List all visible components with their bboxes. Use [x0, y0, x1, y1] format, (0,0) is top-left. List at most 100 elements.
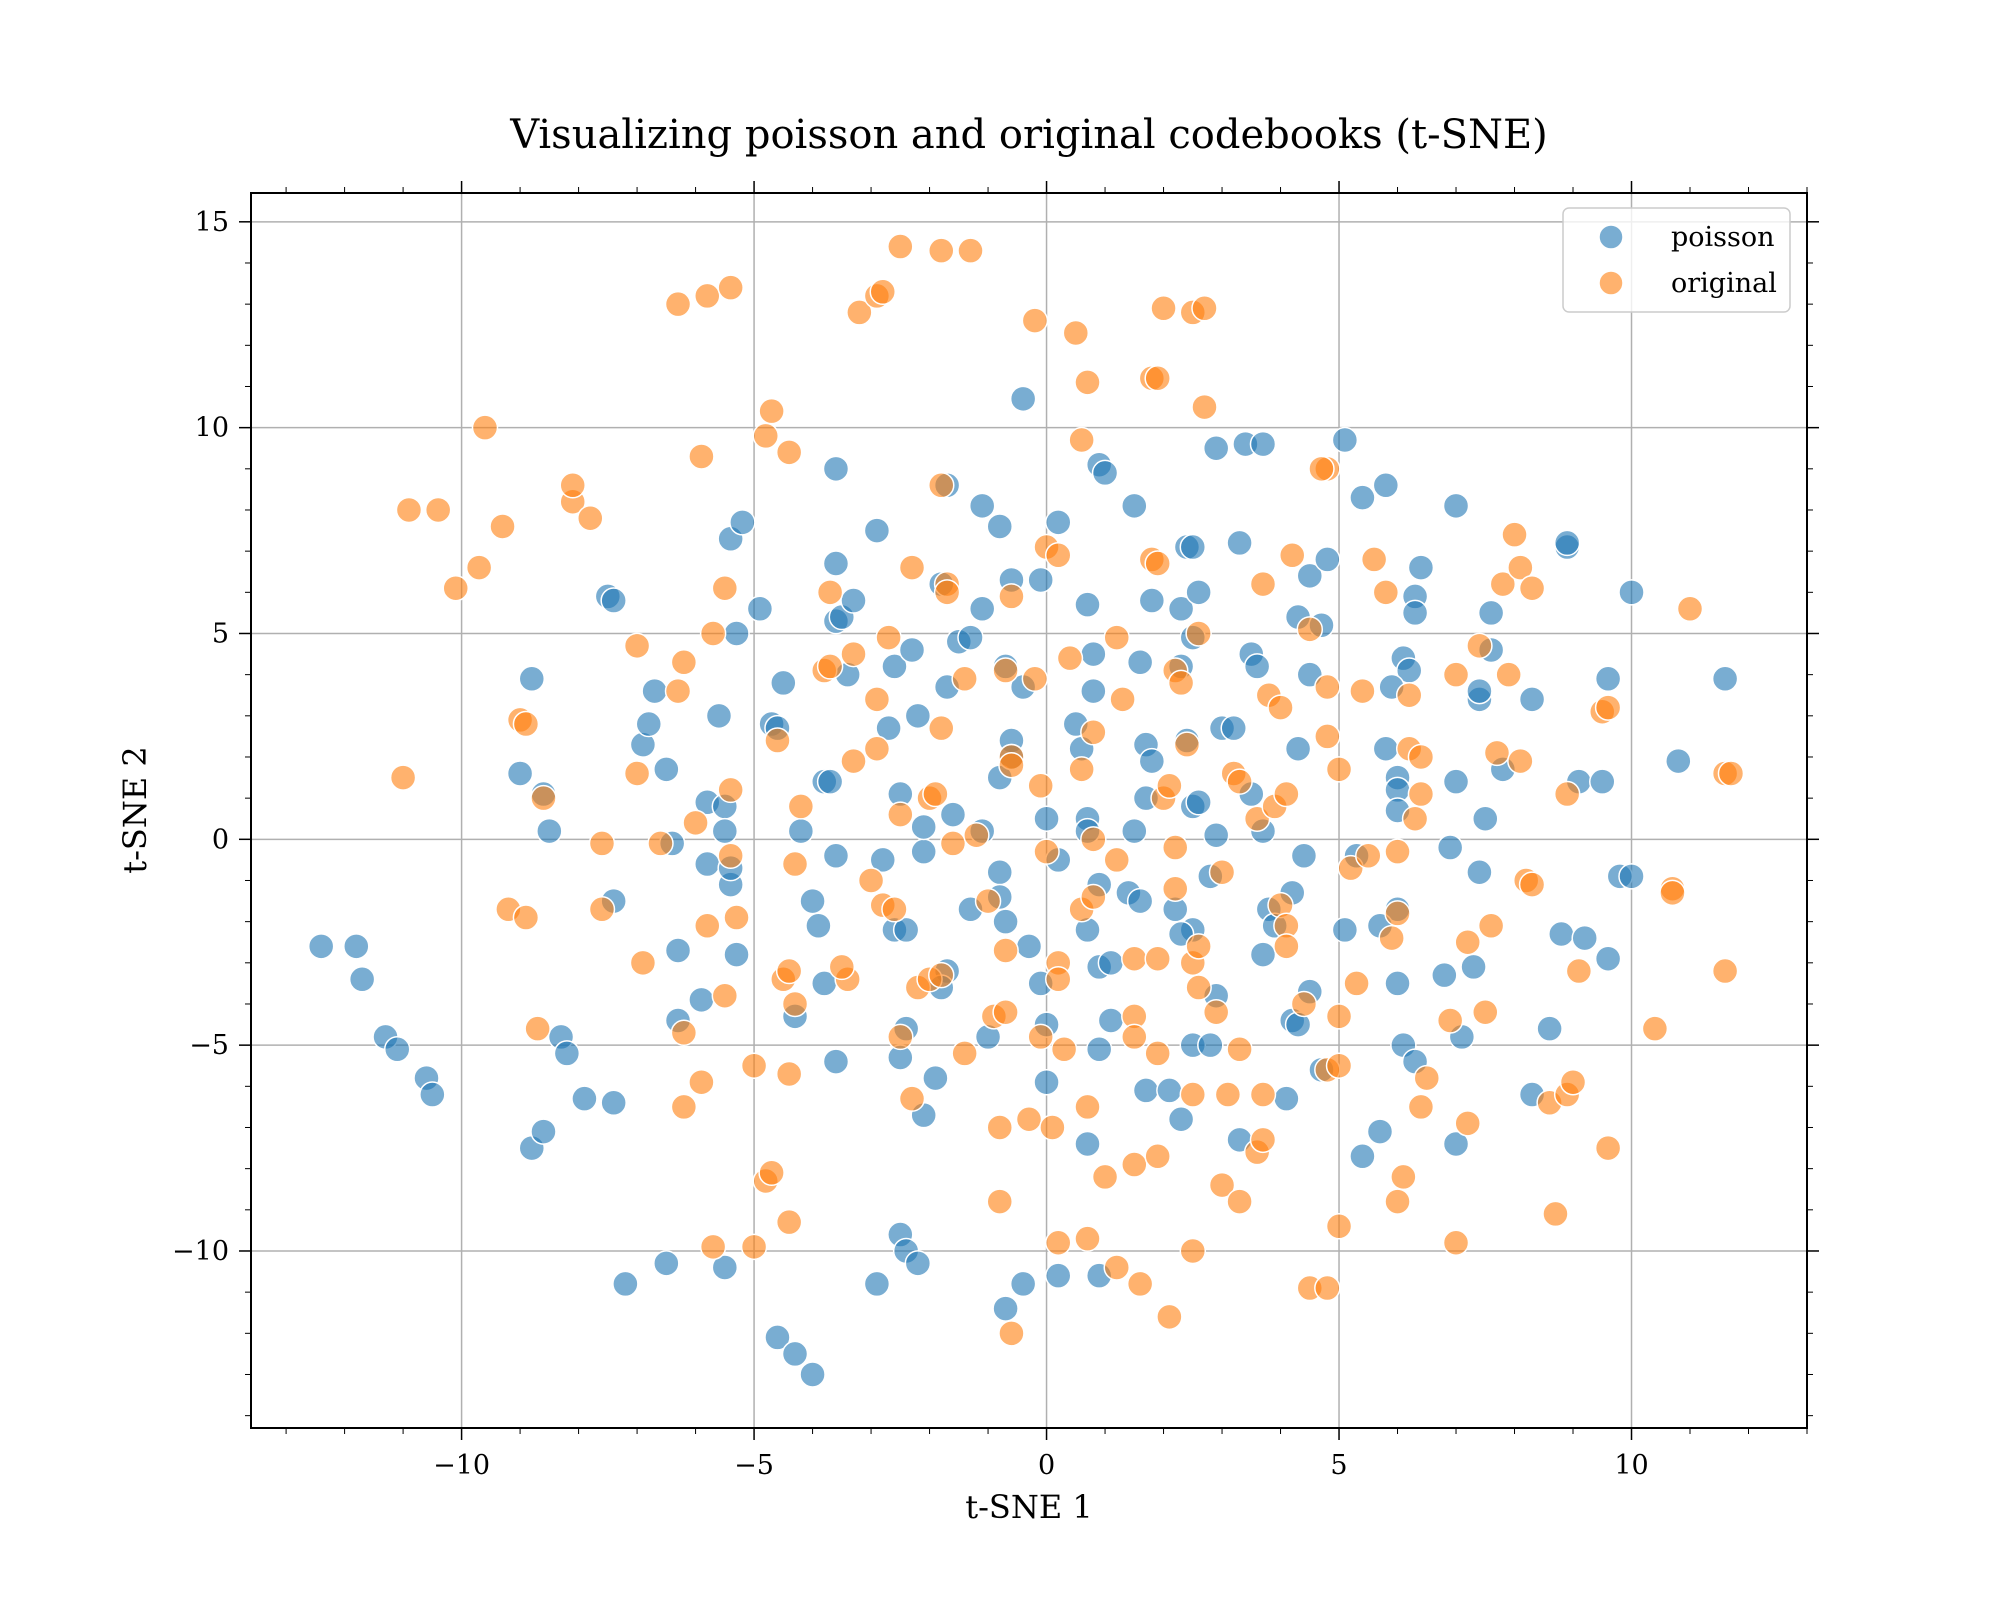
scatter-point-original — [1080, 826, 1107, 853]
scatter-point-original — [389, 764, 417, 791]
scatter-point-original — [887, 801, 914, 828]
scatter-point-original — [1074, 1093, 1101, 1121]
scatter-point-poisson — [822, 550, 850, 577]
scatter-point-poisson — [1044, 1262, 1072, 1289]
scatter-point-poisson — [746, 595, 774, 623]
scatter-point-original — [512, 710, 540, 738]
scatter-point-poisson — [1249, 941, 1277, 968]
scatter-point-original — [857, 867, 885, 894]
scatter-point-original — [863, 735, 891, 762]
scatter-point-original — [998, 583, 1025, 610]
scatter-point-poisson — [1202, 821, 1230, 849]
scatter-point-poisson — [1466, 859, 1493, 886]
scatter-point-poisson — [1138, 587, 1166, 614]
scatter-point-original — [775, 957, 803, 985]
scatter-point-original — [717, 274, 744, 301]
scatter-point-original — [928, 714, 955, 742]
scatter-point-poisson — [770, 669, 797, 697]
scatter-point-poisson — [764, 1324, 791, 1351]
scatter-point-original — [1208, 1171, 1236, 1199]
scatter-point-original — [1290, 990, 1318, 1018]
scatter-point-original — [758, 397, 785, 425]
scatter-point-original — [1454, 1110, 1481, 1137]
scatter-point-poisson — [787, 817, 815, 845]
scatter-point-original — [1080, 719, 1107, 746]
scatter-point-original — [986, 1114, 1014, 1141]
scatter-point-original — [775, 1208, 803, 1236]
scatter-point-poisson — [1097, 949, 1125, 977]
scatter-point-original — [1156, 772, 1183, 800]
scatter-point-original — [1518, 871, 1546, 898]
scatter-point-poisson — [1284, 735, 1312, 762]
scatter-point-original — [1676, 595, 1704, 623]
scatter-point-original — [1121, 945, 1148, 972]
scatter-point-poisson — [968, 595, 996, 623]
scatter-point-original — [670, 1019, 698, 1047]
scatter-point-original — [863, 686, 891, 713]
scatter-point-original — [875, 624, 902, 651]
scatter-point-poisson — [1384, 970, 1411, 997]
scatter-point-original — [1325, 1052, 1353, 1079]
scatter-point-poisson — [1589, 768, 1616, 795]
scatter-point-original — [1372, 579, 1400, 606]
scatter-point-original — [974, 887, 1002, 915]
scatter-point-poisson — [1185, 579, 1212, 606]
scatter-point-original — [1308, 455, 1335, 483]
scatter-point-poisson — [1571, 924, 1598, 952]
scatter-point-poisson — [1536, 1015, 1563, 1042]
scatter-point-original — [1179, 1237, 1207, 1265]
scatter-point-poisson — [635, 710, 663, 738]
scatter-point-poisson — [1074, 591, 1101, 618]
scatter-point-original — [1507, 747, 1534, 775]
legend-marker-poisson — [1598, 224, 1624, 250]
scatter-point-poisson — [939, 801, 967, 828]
scatter-point-original — [1150, 295, 1177, 322]
legend-label-original: original — [1671, 268, 1777, 299]
scatter-point-original — [1407, 743, 1435, 771]
scatter-point-poisson — [822, 455, 850, 483]
scatter-point-original — [1296, 616, 1324, 643]
plot-frame — [250, 192, 1808, 1429]
scatter-point-poisson — [1197, 1031, 1224, 1059]
scatter-point-poisson — [1126, 649, 1154, 676]
scatter-point-poisson — [799, 887, 826, 915]
scatter-point-poisson — [1138, 747, 1166, 775]
scatter-point-original — [559, 472, 586, 499]
scatter-point-original — [957, 237, 984, 264]
scatter-point-poisson — [1372, 472, 1400, 499]
scatter-point-original — [1044, 542, 1072, 569]
scatter-point-original — [1249, 570, 1277, 598]
scatter-point-poisson — [863, 517, 891, 544]
scatter-point-original — [951, 1040, 978, 1067]
scatter-point-poisson — [612, 1270, 639, 1298]
scatter-point-original — [1442, 1229, 1470, 1256]
y-tick-label: 10 — [195, 413, 229, 444]
scatter-point-original — [1518, 574, 1546, 602]
scatter-point-original — [758, 1159, 785, 1187]
scatter-point-original — [1068, 756, 1095, 783]
scatter-point-original — [963, 821, 990, 849]
scatter-point-original — [717, 842, 744, 870]
scatter-point-poisson — [1121, 817, 1148, 845]
scatter-point-poisson — [600, 587, 627, 614]
scatter-point-original — [1442, 661, 1470, 688]
scatter-point-original — [711, 574, 739, 602]
scatter-point-poisson — [536, 817, 563, 845]
scatter-point-poisson — [1185, 789, 1212, 816]
scatter-point-original — [682, 809, 709, 837]
scatter-point-poisson — [1401, 599, 1429, 627]
scatter-point-original — [1126, 1270, 1154, 1298]
scatter-point-poisson — [1460, 953, 1487, 981]
scatter-point-poisson — [805, 912, 832, 940]
x-tick-label: −5 — [734, 1450, 774, 1481]
scatter-point-poisson — [1296, 562, 1324, 590]
scatter-point-original — [898, 1085, 926, 1112]
scatter-point-original — [1717, 760, 1745, 787]
scatter-point-poisson — [571, 1085, 598, 1112]
scatter-point-poisson — [822, 1048, 850, 1075]
scatter-point-original — [775, 439, 803, 466]
scatter-point-original — [1360, 546, 1388, 573]
scatter-point-original — [1144, 945, 1171, 972]
scatter-point-poisson — [822, 842, 850, 870]
